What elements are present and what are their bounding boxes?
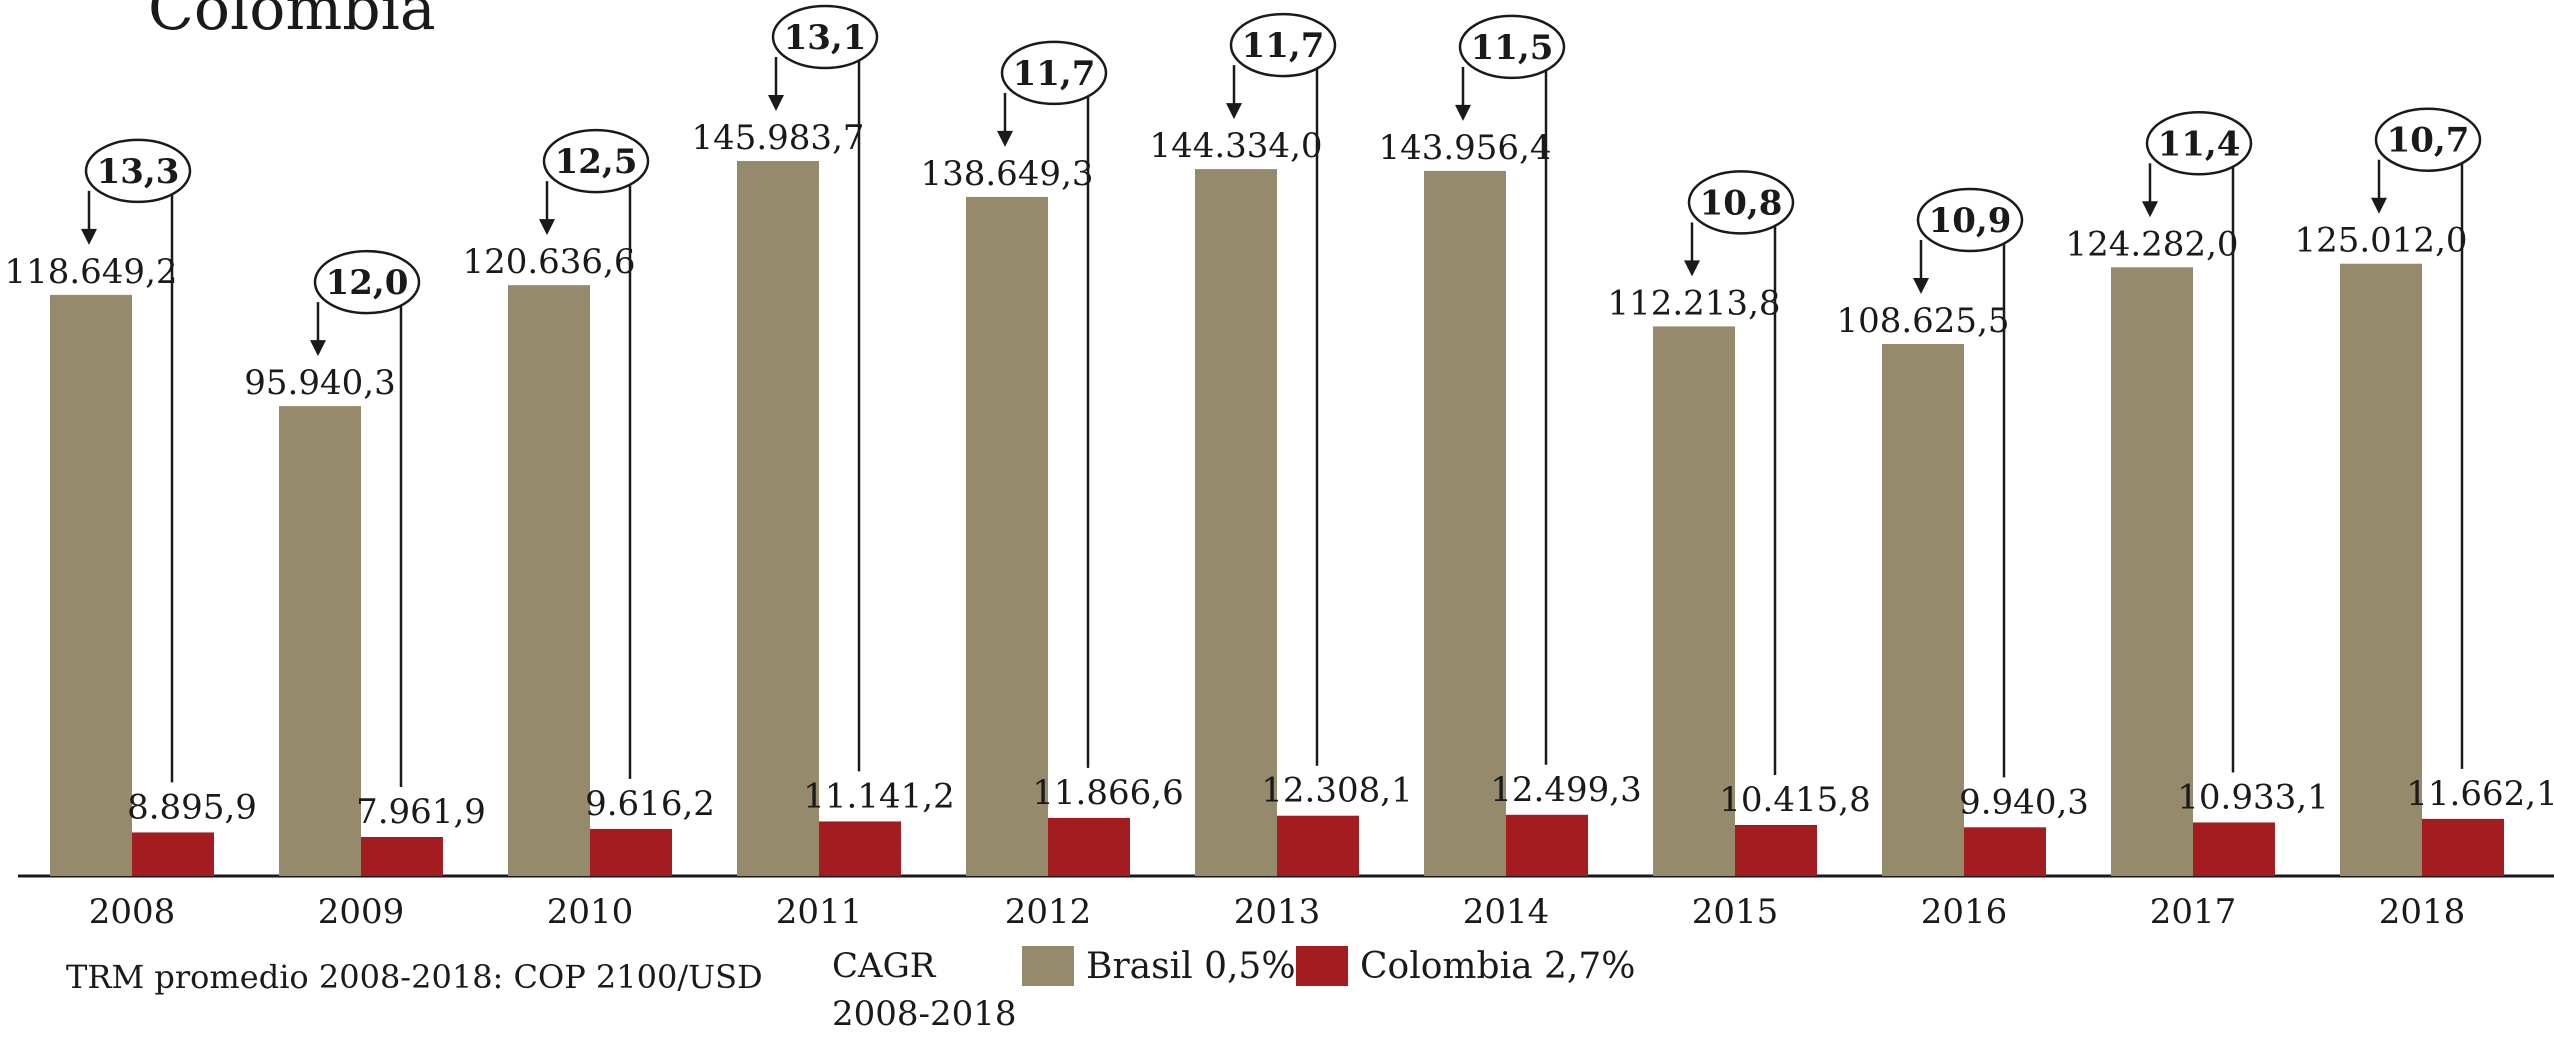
arrow-head-2013 <box>1226 103 1242 120</box>
bar-brasil-2015 <box>1653 326 1735 877</box>
bar-colombia-2012 <box>1048 817 1130 876</box>
label-brasil-2013: 144.334,0 <box>1149 126 1322 166</box>
label-colombia-2008: 8.895,9 <box>127 787 257 827</box>
tick-label-2017: 2017 <box>2150 892 2237 930</box>
bar-brasil-2012 <box>966 196 1048 876</box>
ratio-bubble-2015 <box>1687 170 1795 235</box>
ratio-label-2008: 13,3 <box>97 152 180 192</box>
bar-colombia-2015 <box>1735 824 1817 876</box>
bar-colombia-2008 <box>132 832 214 876</box>
label-brasil-2012: 138.649,3 <box>920 154 1093 194</box>
bar-chart: 118.649,2 8.895,9 2008 13,3 95.940,3 7.961,9 2… <box>4 4 2554 930</box>
arrow-head-2015 <box>1684 260 1700 277</box>
ratio-bubble-2014 <box>1458 14 1566 80</box>
tick-label-2009: 2009 <box>318 892 405 930</box>
arrow-head-2014 <box>1455 104 1471 121</box>
label-brasil-2011: 145.983,7 <box>691 118 864 158</box>
label-brasil-2008: 118.649,2 <box>4 252 177 292</box>
trm-note: TRM promedio 2008-2018: COP 2100/USD <box>66 958 763 996</box>
bar-brasil-2016 <box>1882 343 1964 876</box>
label-brasil-2015: 112.213,8 <box>1607 283 1780 323</box>
ratio-bubble-2018 <box>2374 107 2482 172</box>
label-colombia-2018: 11.662,1 <box>2406 774 2554 814</box>
bar-colombia-2016 <box>1964 827 2046 876</box>
ratio-bubble-2013 <box>1229 12 1337 78</box>
label-colombia-2016: 9.940,3 <box>1959 782 2089 822</box>
label-colombia-2011: 11.141,2 <box>803 776 954 816</box>
arrow-head-2011 <box>768 95 784 111</box>
tick-label-2018: 2018 <box>2379 892 2466 930</box>
arrow-head-2017 <box>2142 201 2158 218</box>
label-brasil-2009: 95.940,3 <box>244 363 395 403</box>
label-colombia-2010: 9.616,2 <box>585 784 715 824</box>
ratio-label-2013: 11,7 <box>1242 26 1325 66</box>
label-brasil-2014: 143.956,4 <box>1378 128 1551 168</box>
ratio-bubble-2016 <box>1916 187 2024 253</box>
ratio-label-2018: 10,7 <box>2387 121 2470 161</box>
legend-swatch-colombia <box>1296 946 1348 986</box>
bar-brasil-2018 <box>2340 263 2422 876</box>
ratio-bubble-2017 <box>2145 111 2253 176</box>
legend-swatch-brasil <box>1022 946 1074 986</box>
bar-colombia-2017 <box>2193 822 2275 876</box>
bar-colombia-2010 <box>590 828 672 876</box>
label-brasil-2017: 124.282,0 <box>2065 224 2238 264</box>
bar-colombia-2018 <box>2422 818 2504 876</box>
tick-label-2008: 2008 <box>89 892 176 930</box>
ratio-label-2011: 13,1 <box>784 18 867 58</box>
bar-brasil-2011 <box>737 161 819 876</box>
tick-label-2012: 2012 <box>1005 892 1092 930</box>
label-colombia-2009: 7.961,9 <box>356 792 486 832</box>
ratio-label-2012: 11,7 <box>1013 54 1096 94</box>
label-colombia-2014: 12.499,3 <box>1490 770 1641 810</box>
label-brasil-2018: 125.012,0 <box>2294 221 2467 261</box>
arrow-head-2012 <box>997 130 1013 147</box>
chart-title: Colombia <box>148 0 436 44</box>
ratio-bubble-2012 <box>1000 40 1108 106</box>
label-colombia-2015: 10.415,8 <box>1719 780 1870 820</box>
tick-label-2013: 2013 <box>1234 892 1321 930</box>
bar-brasil-2013 <box>1195 169 1277 877</box>
ratio-label-2015: 10,8 <box>1700 183 1783 223</box>
tick-label-2015: 2015 <box>1692 892 1779 930</box>
ratio-label-2010: 12,5 <box>555 142 638 182</box>
ratio-label-2014: 11,5 <box>1471 28 1554 68</box>
ratio-bubble-2008 <box>84 138 192 204</box>
bar-colombia-2009 <box>361 837 443 876</box>
legend-label-brasil: Brasil 0,5% <box>1086 945 1296 987</box>
bar-colombia-2013 <box>1277 815 1359 876</box>
ratio-bubble-2011 <box>771 4 879 70</box>
bar-brasil-2008 <box>50 294 132 876</box>
arrow-head-2009 <box>310 340 326 357</box>
legend-label-colombia: Colombia 2,7% <box>1360 945 1636 987</box>
bar-brasil-2009 <box>279 406 361 876</box>
tick-label-2016: 2016 <box>1921 892 2008 930</box>
ratio-bubble-2009 <box>313 249 421 315</box>
tick-label-2010: 2010 <box>547 892 634 930</box>
label-colombia-2017: 10.933,1 <box>2177 777 2328 817</box>
label-brasil-2010: 120.636,6 <box>462 242 635 282</box>
bar-brasil-2014 <box>1424 170 1506 876</box>
arrow-head-2008 <box>81 228 97 245</box>
arrow-head-2010 <box>539 219 555 236</box>
ratio-bubble-2010 <box>542 128 650 194</box>
label-colombia-2013: 12.308,1 <box>1261 771 1412 811</box>
ratio-label-2016: 10,9 <box>1929 201 2012 241</box>
arrow-head-2016 <box>1913 277 1929 294</box>
legend-item-colombia: Colombia 2,7% <box>1296 944 1635 988</box>
legend-item-brasil: Brasil 0,5% <box>1022 944 1296 988</box>
bar-colombia-2011 <box>819 821 901 876</box>
tick-label-2011: 2011 <box>776 892 863 930</box>
bar-brasil-2010 <box>508 285 590 876</box>
arrow-head-2018 <box>2371 197 2387 214</box>
tick-label-2014: 2014 <box>1463 892 1550 930</box>
label-colombia-2012: 11.866,6 <box>1032 773 1183 813</box>
ratio-label-2017: 11,4 <box>2158 124 2241 164</box>
bar-colombia-2014 <box>1506 814 1588 876</box>
label-brasil-2016: 108.625,5 <box>1836 301 2009 341</box>
ratio-label-2009: 12,0 <box>326 263 409 303</box>
bar-brasil-2017 <box>2111 267 2193 876</box>
